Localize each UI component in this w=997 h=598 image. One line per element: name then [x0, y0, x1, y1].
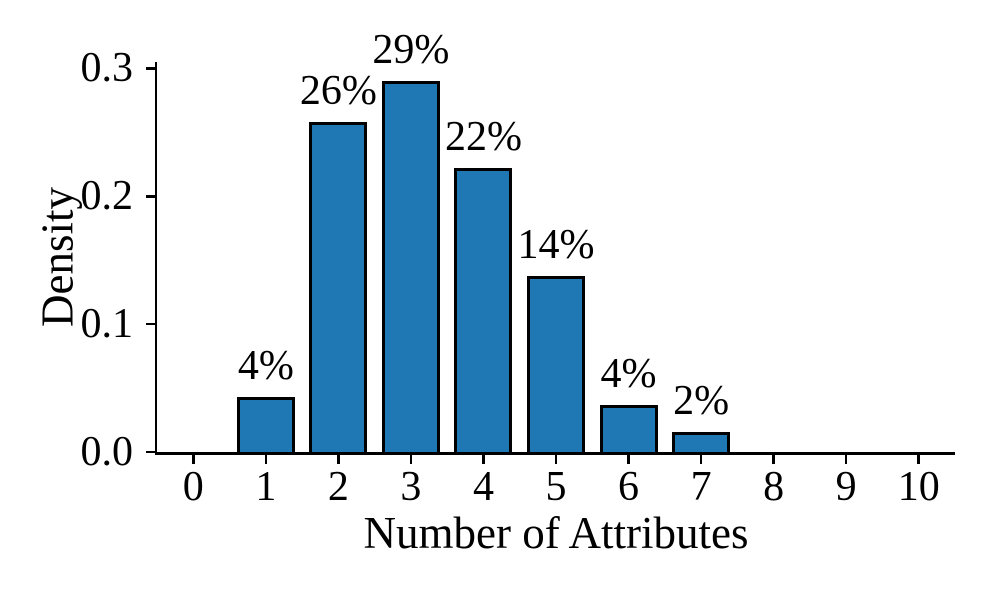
x-tick [264, 454, 268, 464]
bar-value-label: 14% [517, 221, 595, 268]
bar-value-label: 22% [444, 114, 522, 161]
y-tick-label: 0.3 [80, 45, 134, 92]
y-tick [145, 322, 155, 326]
x-axis-label: Number of Attributes [363, 508, 749, 558]
bar [164, 451, 223, 455]
x-tick-label: 10 [897, 464, 940, 510]
x-tick-label: 8 [763, 464, 785, 510]
bar [526, 275, 585, 452]
x-tick-label: 5 [545, 464, 567, 510]
bar [744, 451, 803, 455]
x-tick-label: 1 [255, 464, 277, 510]
x-tick [337, 454, 340, 464]
x-tick-label: 9 [835, 464, 857, 510]
x-axis-line [154, 452, 955, 455]
bar-value-label: 26% [299, 68, 377, 115]
x-tick [917, 454, 920, 464]
x-tick [699, 454, 703, 464]
bar [599, 404, 658, 452]
bar [817, 451, 876, 455]
x-tick [554, 454, 558, 464]
y-tick [145, 67, 155, 70]
x-tick [192, 454, 195, 464]
x-tick [409, 454, 413, 464]
x-tick [627, 454, 630, 464]
x-tick-label: 7 [690, 464, 712, 510]
y-axis-line [154, 62, 157, 455]
x-tick-label: 3 [400, 464, 422, 510]
y-axis-label: Density [32, 187, 83, 327]
bar [381, 81, 440, 452]
bar [236, 397, 295, 452]
y-tick-label: 0.0 [80, 429, 134, 475]
bar [309, 122, 368, 452]
x-tick [772, 454, 775, 464]
bar [454, 168, 513, 452]
bar [889, 451, 948, 455]
y-tick [145, 195, 155, 198]
x-tick-label: 2 [327, 464, 349, 510]
x-tick-label: 6 [618, 464, 640, 510]
x-tick [482, 454, 485, 464]
y-tick [145, 450, 155, 454]
bar-value-label: 4% [237, 343, 294, 390]
x-tick-label: 0 [182, 464, 204, 510]
y-tick-label: 0.2 [80, 173, 134, 220]
x-tick-label: 4 [472, 464, 494, 510]
x-tick [844, 454, 848, 464]
bar [672, 431, 731, 452]
y-tick-label: 0.1 [80, 301, 134, 348]
bar-value-label: 2% [673, 377, 730, 424]
bar-value-label: 29% [372, 27, 450, 74]
bar-value-label: 4% [600, 350, 657, 397]
plot-area: 0 4% 1 26% 2 29% 3 22% 4 14% 5 4% 6 2% 7 8 9 10 0.0 0.1 0.2 0… [81, 29, 955, 508]
